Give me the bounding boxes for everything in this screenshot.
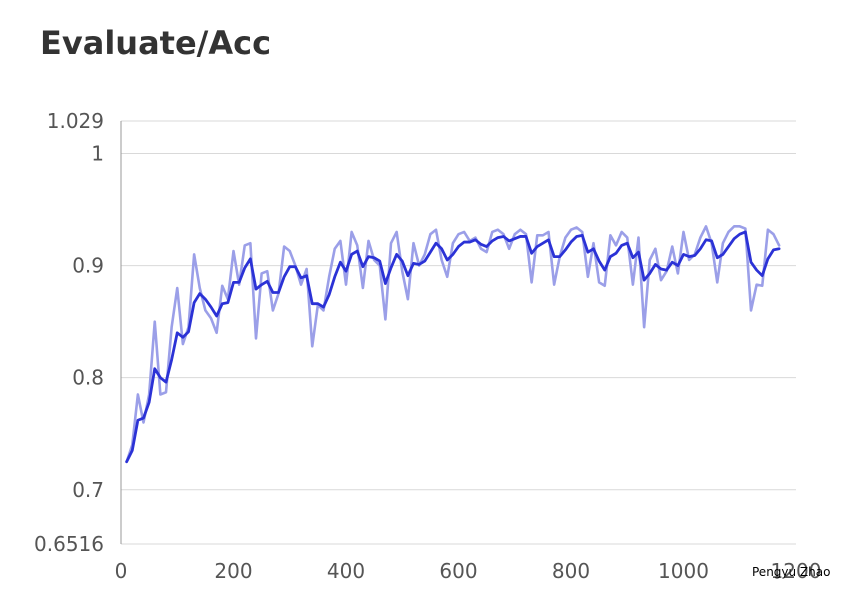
x-tick-label: 600	[439, 559, 477, 583]
x-tick-label: 1200	[771, 559, 822, 583]
x-tick-label: 400	[327, 559, 365, 583]
x-tick-label: 200	[214, 559, 252, 583]
author-watermark: Pengyu Zhao	[752, 565, 831, 579]
y-tick-label: 1	[91, 142, 104, 166]
series-line-raw	[125, 225, 781, 464]
y-tick-label: 0.8	[72, 366, 104, 390]
y-tick-label: 0.9	[72, 254, 104, 278]
y-tick-label: 0.6516	[34, 532, 104, 556]
plot-area	[125, 225, 781, 464]
x-tick-label: 1000	[658, 559, 709, 583]
x-tick-label: 800	[552, 559, 590, 583]
chart-title: Evaluate/Acc	[40, 24, 272, 62]
y-tick-label: 0.7	[72, 478, 104, 502]
grid-lines	[121, 120, 796, 545]
tick-labels: 0.6516 0.7 0.8 0.9 1 1.029 0 200 400 600 800 1000 12…	[34, 109, 821, 583]
y-tick-label: 1.029	[47, 109, 104, 133]
series-line-smoothed	[125, 230, 781, 464]
x-tick-label: 0	[115, 559, 128, 583]
